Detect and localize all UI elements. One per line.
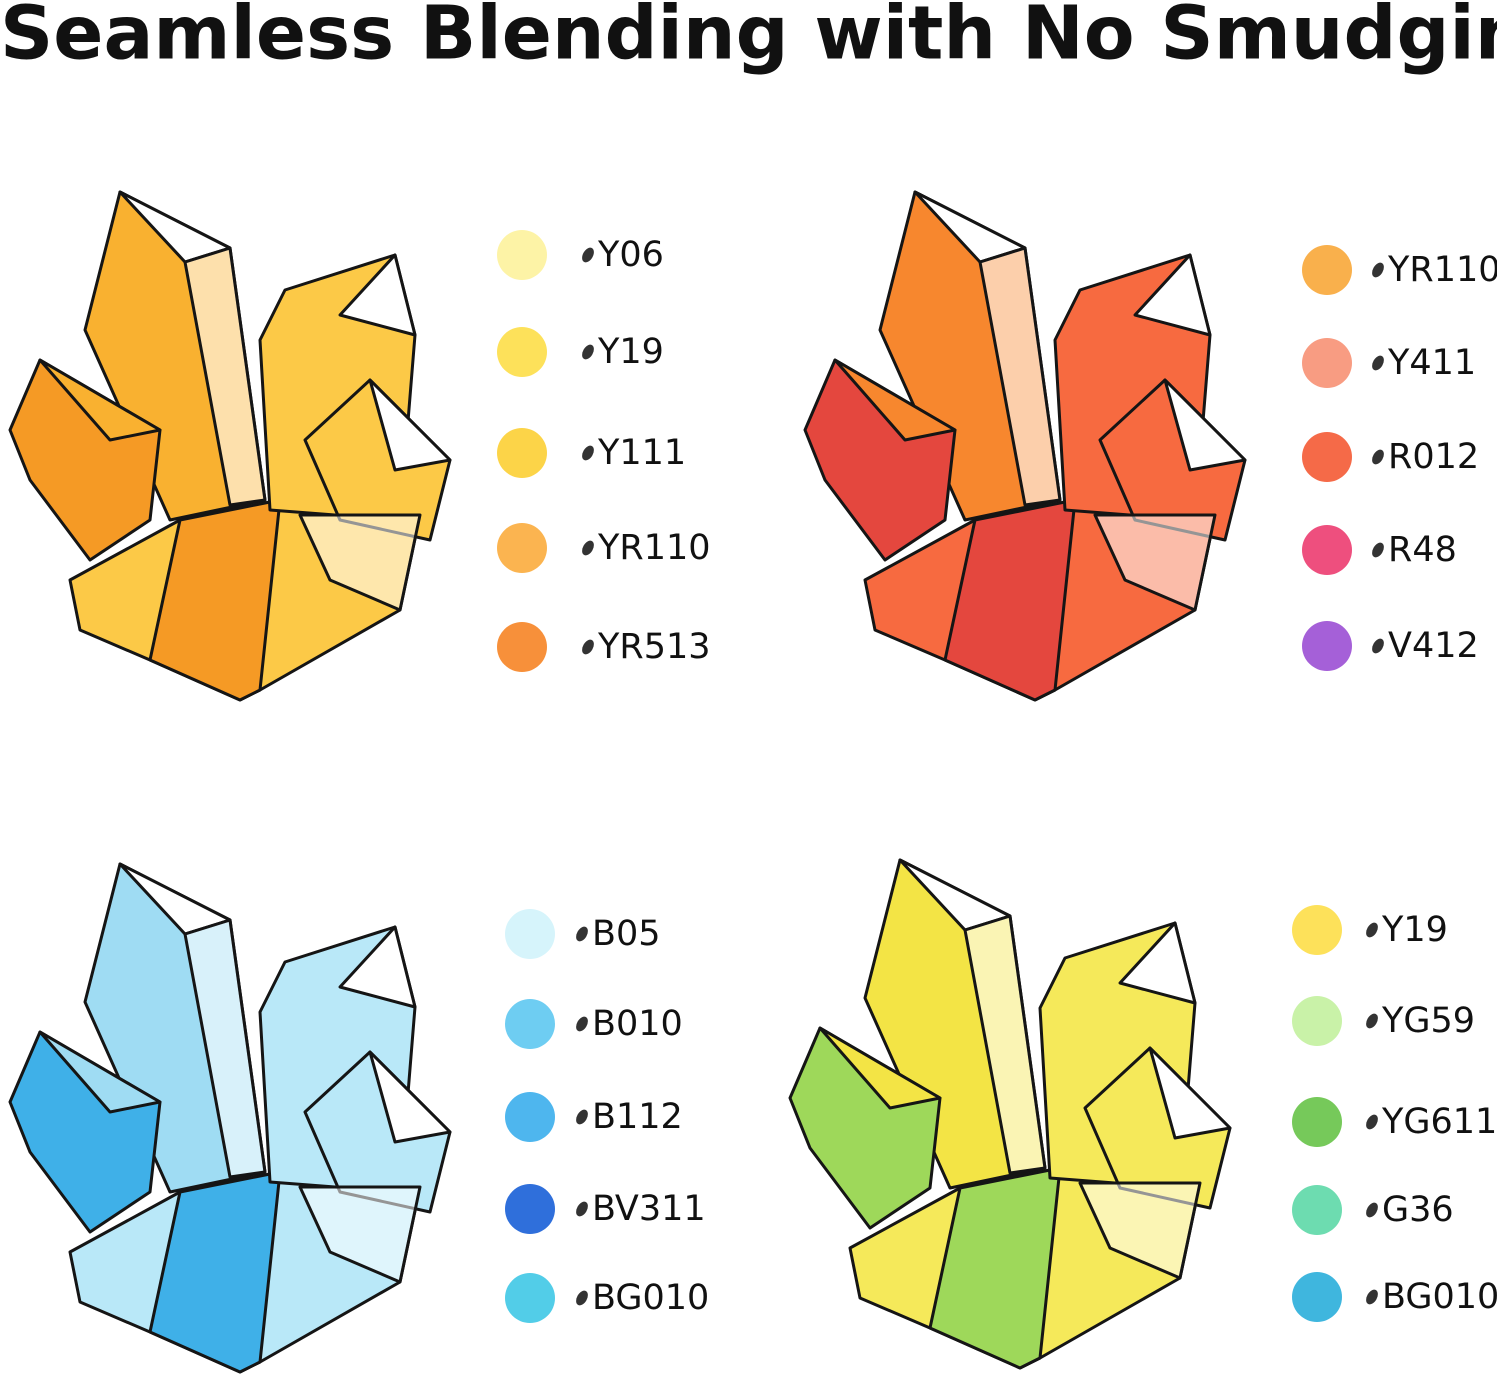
color-swatch xyxy=(505,1273,555,1323)
nib-icon xyxy=(1372,542,1384,558)
color-swatch xyxy=(1302,621,1352,671)
nib-icon xyxy=(1372,638,1384,654)
nib-icon xyxy=(576,1201,588,1217)
nib-icon xyxy=(582,540,594,556)
nib-icon xyxy=(582,639,594,655)
color-swatch xyxy=(497,523,547,573)
nib-icon xyxy=(1372,355,1384,371)
swatch-label: YG59 xyxy=(1381,1001,1475,1041)
color-swatch xyxy=(505,909,555,959)
nib-icon xyxy=(1372,449,1384,465)
swatch-label: BV311 xyxy=(592,1189,706,1229)
nib-icon xyxy=(1372,262,1384,278)
nib-icon xyxy=(582,247,594,263)
color-swatch xyxy=(497,622,547,672)
swatch-label: BG010 xyxy=(1382,1277,1497,1317)
nib-icon xyxy=(1366,1202,1378,1218)
nib-icon xyxy=(582,344,594,360)
swatch-label: R48 xyxy=(1388,530,1457,570)
color-swatch xyxy=(1302,525,1352,575)
nib-icon xyxy=(582,445,594,461)
color-swatch xyxy=(505,999,555,1049)
nib-icon xyxy=(1366,1013,1378,1029)
swatch-label: YR110 xyxy=(1387,250,1497,290)
swatch-label: YR513 xyxy=(597,627,711,667)
color-swatch xyxy=(1302,432,1352,482)
swatch-label: B112 xyxy=(592,1097,683,1137)
swatch-label: YR110 xyxy=(597,528,711,568)
swatch-label: B05 xyxy=(592,914,661,954)
nib-icon xyxy=(1366,922,1378,938)
color-swatch xyxy=(1292,996,1342,1046)
nib-icon xyxy=(576,1109,588,1125)
swatch-label: G36 xyxy=(1382,1190,1454,1230)
color-swatch xyxy=(1292,905,1342,955)
nib-icon xyxy=(576,1016,588,1032)
nib-icon xyxy=(1366,1114,1378,1130)
title: Seamless Blending with No Smudging xyxy=(0,0,1497,77)
swatch-label: Y19 xyxy=(1381,910,1448,950)
color-swatch xyxy=(505,1184,555,1234)
color-swatch xyxy=(1292,1097,1342,1147)
color-swatch xyxy=(1302,338,1352,388)
swatch-label: B010 xyxy=(592,1004,683,1044)
swatch-label: V412 xyxy=(1388,626,1479,666)
nib-icon xyxy=(576,926,588,942)
color-swatch xyxy=(1292,1272,1342,1322)
color-swatch xyxy=(505,1092,555,1142)
color-swatch xyxy=(497,428,547,478)
swatch-label: Y19 xyxy=(597,332,664,372)
nib-icon xyxy=(576,1290,588,1306)
swatch-label: Y411 xyxy=(1387,343,1476,383)
color-swatch xyxy=(1292,1185,1342,1235)
swatch-label: R012 xyxy=(1388,437,1479,477)
color-swatch xyxy=(497,327,547,377)
swatch-label: YG611 xyxy=(1381,1102,1497,1142)
color-swatch xyxy=(497,230,547,280)
swatch-label: Y06 xyxy=(597,235,664,275)
swatch-label: Y111 xyxy=(597,433,686,473)
nib-icon xyxy=(1366,1289,1378,1305)
swatch-label: BG010 xyxy=(592,1278,709,1318)
color-swatch xyxy=(1302,245,1352,295)
